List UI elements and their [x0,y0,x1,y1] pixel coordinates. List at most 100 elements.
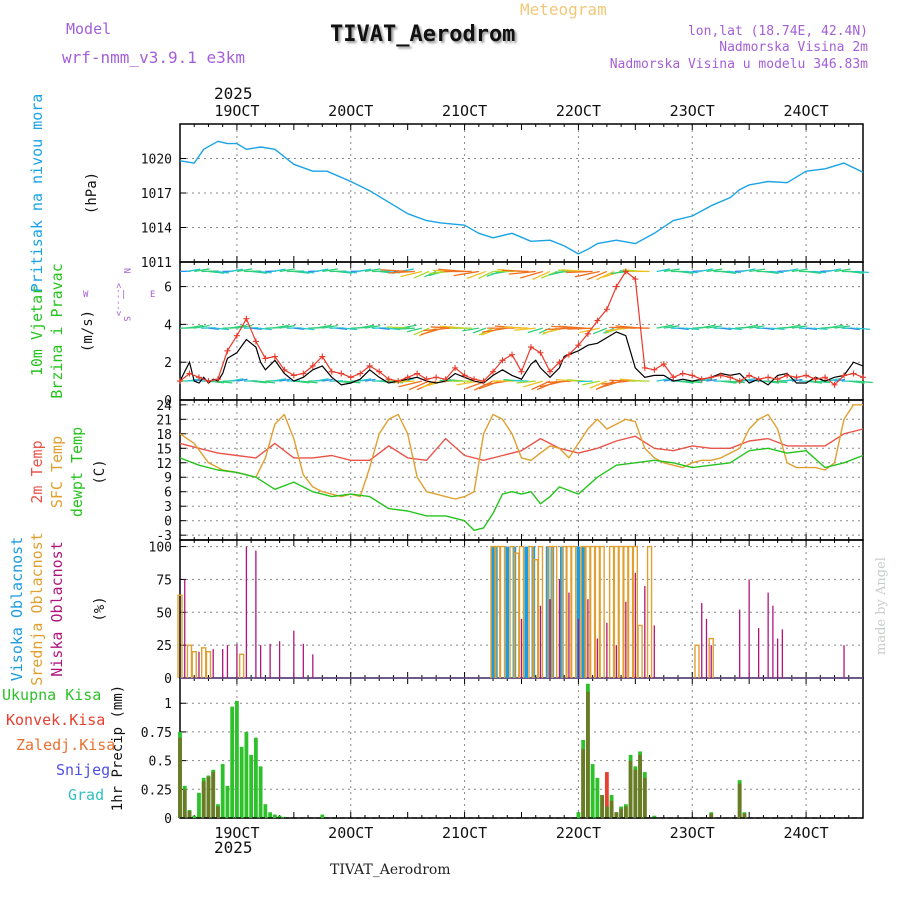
cloud-bar-visoka [581,546,585,678]
precip-bar-convective [182,789,187,818]
wind-arrow [791,325,808,329]
wind-arrow [187,324,204,329]
day-label-top: 24OCT [784,102,829,120]
wind-arrow [272,268,286,273]
precip-bar-convective [638,754,642,818]
precip-bar-convective [600,795,605,818]
wind-arrow [408,380,430,391]
wind-arrow [478,270,494,279]
precip-bar-convective [187,811,192,818]
cloud-bar-srednja [618,545,624,678]
wind-arrow [272,324,289,329]
temp-line-dewpt [179,447,864,531]
precip-bar-total [225,785,230,818]
wind-arrow [473,380,494,391]
wind-arrow [763,327,775,331]
wind-gust-marker [613,283,620,290]
cloud-bar-srednja [570,545,577,678]
precip-unit: 1hr Precip (mm) [110,685,126,811]
wind-arrow [386,326,408,329]
wind-gust-marker [556,359,563,366]
precip-bar-convective [742,813,747,818]
precip-bar-convective [586,691,590,818]
day-label-bottom: 19OCT [214,824,259,842]
wind-arrow [848,270,865,275]
wind-arrow [364,324,381,329]
wind-arrow [413,270,430,279]
wind-arrow [251,327,262,331]
cloud-bar-srednja [490,545,496,678]
cloud-bar-srednja [623,545,629,678]
wind-gust-marker [224,347,231,354]
wind-gust-marker [765,374,772,381]
wind-gust-marker [603,306,610,313]
wind-unit: (m/s) [80,310,96,352]
day-label-top: 20OCT [328,102,373,120]
wind-gust-marker [195,374,202,381]
wind-gust-marker [366,362,373,369]
wind-arrow [770,270,784,274]
wind-arrow [706,325,722,329]
wind-arrow [413,327,430,336]
wind-arrow [229,268,244,273]
cloud-bar-visoka [524,546,529,678]
wind-gust-marker [831,381,838,388]
y-tick-label: 24 [156,399,172,414]
day-label-top: 19OCT [214,102,259,120]
wind-arrow [343,270,358,274]
wind-gust-marker [452,364,459,371]
y-tick-label: 0.75 [141,726,172,741]
wind-gust-marker [632,276,639,283]
wind-arrow [554,270,572,273]
wind-gust-marker [546,368,553,375]
wind-arrow [770,380,788,384]
wind-arrow [763,270,779,275]
wind-arrow [293,270,310,274]
wind-arrow [516,380,536,384]
precip-bar-convective [201,781,206,818]
wind-gust-marker [594,317,601,324]
y-tick-label: 25 [156,639,172,654]
wind-arrow [592,327,608,335]
compass-center: | [121,290,126,300]
wind-arrow [406,327,423,333]
cloud-bar-srednja [191,651,197,678]
wind-arrow [258,380,276,384]
y-tick-label: -3 [156,529,172,544]
wind-gust-marker [812,376,819,383]
wind-arrow [229,378,244,382]
precip-bar-total [239,746,244,818]
cloud-bar-srednja [499,545,506,678]
wind-arrow [589,380,608,389]
wind-arrow [194,324,210,329]
wind-gust-marker [290,372,297,379]
year-top-label: 2025 [214,84,253,103]
precip-bar-convective [623,806,628,818]
compass-west: W [83,290,89,300]
wind-arrow [397,327,415,330]
precip-bar-total [272,814,277,818]
y-tick-label: 0 [164,394,172,409]
day-label-top: 23OCT [670,102,715,120]
wind-gust-marker [480,378,487,385]
wind-gust-marker [727,374,734,381]
wind-arrow [813,270,827,274]
wind-gust-marker [518,368,525,375]
wind-gust-marker [660,361,667,368]
cloud-bar-srednja [589,545,596,678]
wind-gust-marker [186,370,193,377]
cloud-bar-srednja [177,594,183,678]
wind-gust-marker [736,378,743,385]
wind-arrow [784,324,801,329]
wind-arrow [187,268,201,273]
wind-gust-marker [338,370,345,377]
precip-bar-total [268,812,273,818]
cloud-bar-srednja [238,653,245,678]
wind-gust-marker [679,370,686,377]
wind-arrow [813,327,828,331]
precip-legend-item: Zaledj.Kisa [16,736,115,754]
wind-arrow [855,270,869,274]
wind-arrow [364,378,376,382]
precip-bar-convective [614,812,619,818]
wind-gust-marker [385,376,392,383]
